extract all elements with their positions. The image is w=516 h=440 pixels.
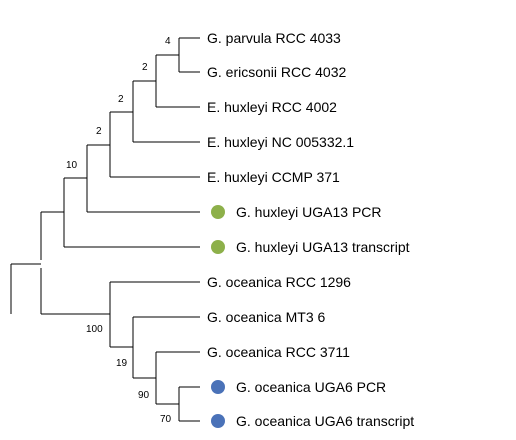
leaf-label: G. huxleyi UGA13 PCR <box>236 204 382 220</box>
support-value: 2 <box>118 94 124 105</box>
leaf-label: G. parvula RCC 4033 <box>207 30 341 46</box>
support-value: 19 <box>116 358 128 369</box>
leaf-label: G. huxleyi UGA13 transcript <box>236 239 410 255</box>
leaf-label: E. huxleyi CCMP 371 <box>207 169 340 185</box>
leaf-label: E. huxleyi NC 005332.1 <box>207 134 354 150</box>
support-value: 4 <box>165 36 171 47</box>
leaf-label: G. oceanica RCC 3711 <box>207 344 350 360</box>
support-value: 2 <box>96 126 102 137</box>
leaf-labels: G. parvula RCC 4033 G. ericsonii RCC 403… <box>207 30 414 429</box>
green-marker-icon <box>211 205 225 219</box>
sample-markers <box>211 205 225 428</box>
support-value: 90 <box>138 390 150 401</box>
tree-branches <box>10 37 200 422</box>
leaf-label: G. oceanica UGA6 PCR <box>236 379 386 395</box>
leaf-label: G. oceanica RCC 1296 <box>207 274 351 290</box>
green-marker-icon <box>211 240 225 254</box>
support-value: 70 <box>160 414 172 425</box>
blue-marker-icon <box>211 414 225 428</box>
support-value: 100 <box>86 324 103 335</box>
blue-marker-icon <box>211 380 225 394</box>
support-values: 4 2 2 2 10 100 19 90 70 <box>66 36 172 425</box>
leaf-label: G. oceanica MT3 6 <box>207 309 325 325</box>
support-value: 2 <box>142 62 148 73</box>
leaf-label: G. oceanica UGA6 transcript <box>236 413 414 429</box>
leaf-label: G. ericsonii RCC 4032 <box>207 64 346 80</box>
leaf-label: E. huxleyi RCC 4002 <box>207 99 337 115</box>
support-value: 10 <box>66 160 78 171</box>
